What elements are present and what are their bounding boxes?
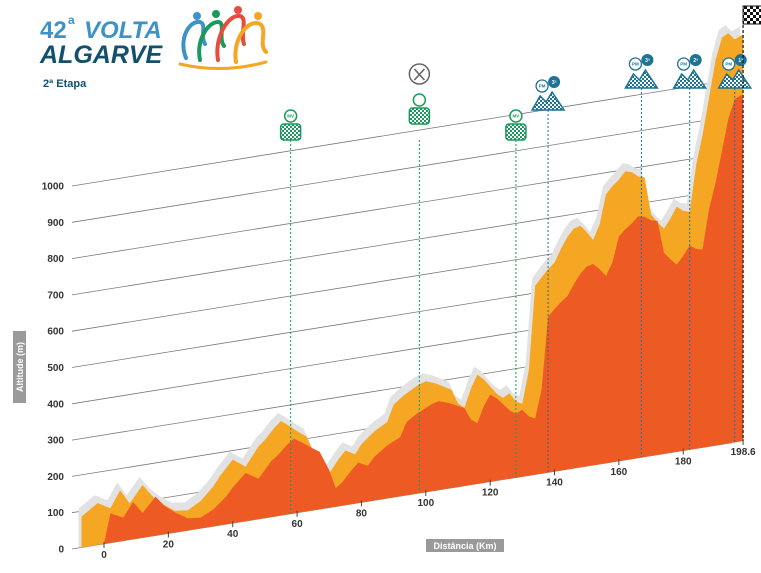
kom-category-label: 3ª [552,80,557,86]
y-tick-100: 100 [47,508,64,519]
y-axis-label: Altitude (m) [15,342,25,392]
marker-feed-1 [408,63,431,494]
sprint-flag-icon [505,123,527,141]
marker-sprint-0: MV [279,109,302,514]
sprint-badge-label: MV [287,114,294,119]
kom-badge-icon [535,79,549,93]
y-tick-200: 200 [47,472,64,483]
edition-suffix: a [68,13,75,27]
logo-title-bottom: ALGARVE [39,41,164,69]
y-tick-800: 800 [47,254,64,265]
kom-badge-icon [722,57,736,71]
kom-category-icon [548,76,561,88]
marker-kom-5: PM 2ª [672,54,708,450]
gridline-1000 [71,79,733,187]
y-tick-600: 600 [47,327,64,338]
marker-sprint-2: MV [505,109,527,478]
marker-kom-6: PM 1ª [717,54,753,443]
elevation-profile [78,25,744,548]
y-tick-labels: 0 100 200 300 400 500 600 700 800 900 1000 [42,182,65,556]
kom-category-label: 2ª [693,58,698,64]
y-tick-400: 400 [47,399,64,410]
sprint-badge-icon [509,109,523,123]
kom-category-label: 1ª [738,58,743,64]
y-tick-1000: 1000 [42,182,65,193]
grid-lines [71,79,733,550]
kom-badge-icon [628,57,643,71]
y-tick-0: 0 [58,545,64,556]
x-tick-80: 80 [356,508,368,519]
x-tick-120: 120 [482,488,499,499]
y-tick-900: 900 [47,218,64,229]
kom-category-icon [734,54,747,66]
kom-badge-label: PM [680,62,687,67]
feed-badge-icon [412,93,427,107]
logo: 42 a VOLTA ALGARVE 2ª Etapa [39,6,268,90]
profile-inner-area [104,95,744,544]
x-tick-40: 40 [227,529,239,540]
kom-mountain-icon [672,68,708,89]
edition-number: 42 [40,17,67,44]
gridline-900 [71,115,733,223]
kom-mountain-icon [530,90,566,111]
x-axis-title: Distância (Km) [426,539,504,552]
finish-flag-icon [742,5,761,25]
sprint-badge-icon [283,109,298,123]
x-tick-60: 60 [292,519,304,530]
cyclists-logo-icon [178,6,268,70]
x-tick-160: 160 [611,467,628,478]
y-axis-title: Altitude (m) [13,331,26,403]
x-tick-20: 20 [163,539,175,550]
marker-finish-7 [742,5,761,441]
kom-badge-label: PM [539,84,546,89]
x-tick-198.6: 198.6 [731,447,756,458]
sprint-badge-label: MV [513,114,520,119]
y-tick-700: 700 [47,290,64,301]
x-tick-labels: 0 20 40 60 80 100 120 140 160 180 198.6 [101,438,756,561]
logo-title-top: VOLTA [84,17,162,44]
kom-badge-icon [677,57,691,71]
marker-kom-3: PM 3ª [530,76,566,473]
x-axis-label: Distância (Km) [433,541,496,551]
kom-mountain-icon [717,68,753,89]
kom-mountain-icon [624,68,659,89]
y-tick-500: 500 [47,363,64,374]
x-tick-100: 100 [417,498,434,509]
kom-category-label: 3ª [645,58,650,64]
feed-flag-icon [408,107,431,125]
sprint-flag-icon [279,123,302,141]
kom-category-icon [689,54,702,66]
route-markers: MV MV PM 3ª PM 3ª PM 2ª PM 1ª [279,5,761,514]
marker-kom-4: PM 3ª [624,54,659,458]
x-tick-140: 140 [546,477,563,488]
x-tick-180: 180 [675,457,692,468]
y-tick-300: 300 [47,436,64,447]
kom-badge-label: PM [725,62,732,67]
stage-label: 2ª Etapa [43,78,87,90]
kom-badge-label: PM [632,62,639,67]
kom-category-icon [641,54,654,66]
x-tick-0: 0 [101,550,107,561]
